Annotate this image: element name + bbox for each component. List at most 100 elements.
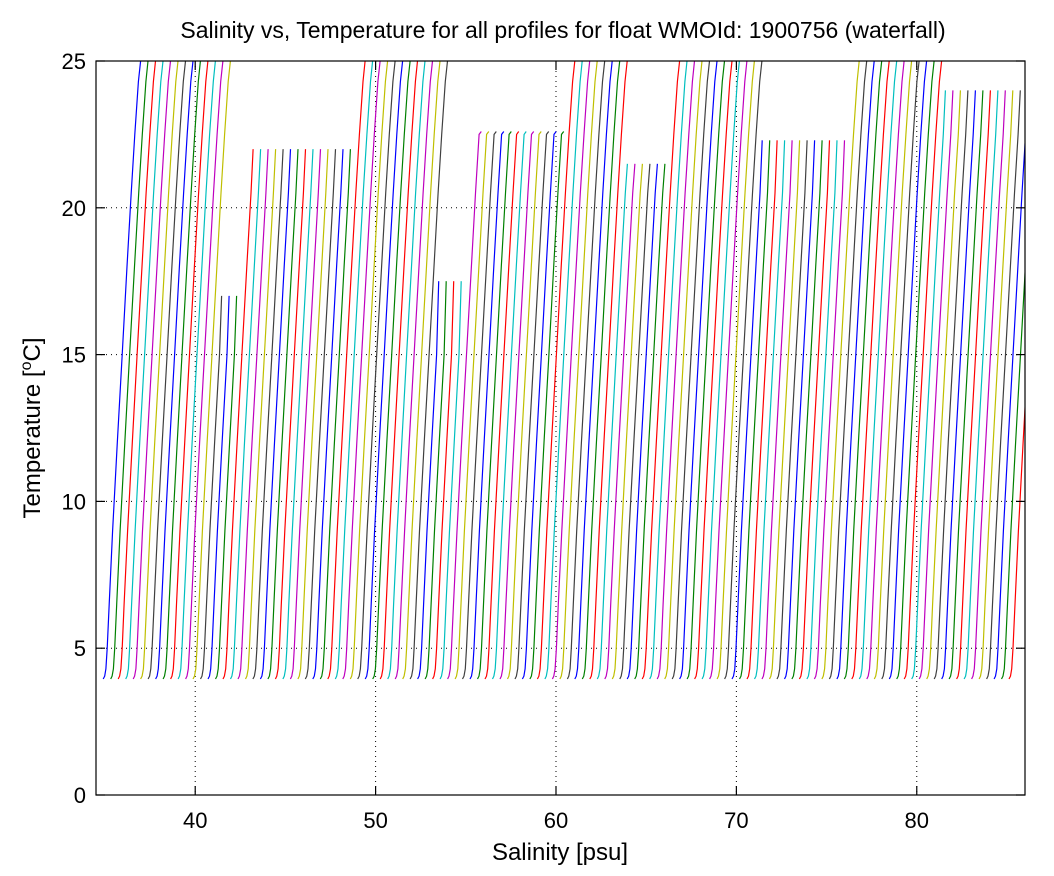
profile-line-20 — [244, 149, 277, 680]
profile-line-85 — [731, 140, 763, 680]
y-tick-label-15: 15 — [62, 343, 86, 368]
profile-line-4 — [125, 61, 164, 680]
y-tick-label-10: 10 — [62, 489, 86, 514]
profile-line-16 — [214, 295, 238, 680]
profile-line-75 — [656, 61, 696, 680]
profile-line-86 — [738, 140, 771, 680]
profile-line-90 — [768, 140, 801, 680]
profile-line-3 — [117, 61, 157, 680]
profile-line-36 — [364, 61, 404, 680]
profile-line-114 — [948, 90, 984, 680]
profile-line-97 — [821, 61, 860, 680]
profile-line-80 — [694, 61, 733, 680]
profile-line-89 — [761, 140, 793, 680]
profile-line-65 — [581, 61, 621, 680]
profile-line-111 — [926, 90, 961, 680]
profile-line-118 — [978, 90, 1014, 680]
x-tick-label-70: 70 — [724, 808, 748, 833]
profile-line-70 — [619, 163, 651, 680]
profile-line-101 — [851, 61, 890, 680]
profile-line-116 — [963, 90, 999, 680]
y-axis-label-unit: C] — [19, 338, 46, 362]
profile-line-45 — [432, 281, 455, 680]
profile-line-69 — [611, 163, 643, 680]
profile-line-60 — [544, 61, 583, 680]
profile-line-92 — [783, 140, 816, 680]
x-axis-label: Salinity [psu] — [492, 839, 628, 866]
profile-line-15 — [207, 295, 230, 680]
profile-line-28 — [304, 149, 337, 680]
profile-line-49 — [461, 131, 497, 680]
profile-line-87 — [746, 140, 778, 680]
profile-line-93 — [791, 140, 823, 680]
profile-line-5 — [132, 61, 172, 680]
y-tick-label-0: 0 — [74, 783, 86, 808]
y-tick-label-20: 20 — [62, 196, 86, 221]
profile-line-54 — [499, 131, 535, 680]
profile-line-59 — [536, 61, 576, 680]
profile-line-50 — [469, 131, 505, 680]
profile-line-82 — [709, 61, 748, 680]
profile-line-33 — [342, 61, 381, 680]
profile-line-1 — [102, 61, 142, 680]
profile-line-71 — [626, 163, 658, 680]
profile-line-99 — [836, 61, 875, 680]
profile-line-10 — [170, 61, 209, 680]
profile-line-96 — [813, 140, 846, 680]
profile-line-57 — [521, 131, 557, 680]
profile-line-32 — [334, 61, 374, 680]
profile-line-26 — [289, 149, 322, 680]
profile-line-91 — [776, 140, 808, 680]
profile-line-108 — [903, 61, 943, 680]
profile-line-53 — [491, 131, 527, 680]
profile-line-63 — [566, 61, 606, 680]
profile-line-56 — [514, 131, 550, 680]
profile-line-41 — [402, 61, 441, 680]
profile-line-103 — [866, 61, 905, 680]
profile-line-67 — [596, 163, 628, 680]
profile-line-109 — [911, 90, 946, 680]
profile-line-30 — [319, 149, 351, 680]
profile-line-88 — [753, 140, 786, 680]
profile-line-38 — [379, 61, 419, 680]
profile-line-11 — [177, 61, 216, 680]
profile-line-17 — [222, 149, 254, 680]
grid-lines — [96, 61, 1025, 795]
profile-line-121 — [1000, 262, 1025, 680]
profile-line-66 — [589, 61, 628, 680]
profile-line-35 — [357, 61, 396, 680]
axis-ticks: 40 50 60 70 80 0 5 10 15 20 25 — [62, 49, 1025, 833]
profile-line-110 — [918, 90, 954, 680]
profile-line-18 — [229, 149, 262, 680]
profile-line-12 — [185, 61, 224, 680]
profile-line-46 — [439, 281, 462, 680]
profile-line-107 — [896, 61, 935, 680]
profile-line-25 — [282, 149, 314, 680]
profile-line-94 — [798, 140, 831, 680]
profile-line-113 — [941, 90, 976, 680]
profile-line-100 — [843, 61, 883, 680]
profile-line-120 — [993, 134, 1025, 680]
profile-line-98 — [828, 61, 868, 680]
profile-line-117 — [971, 90, 1006, 680]
profile-line-52 — [484, 131, 520, 680]
profile-line-13 — [192, 61, 231, 680]
profile-line-42 — [409, 61, 449, 680]
plot-frame — [95, 60, 1026, 796]
profile-line-6 — [140, 61, 179, 680]
profile-line-74 — [649, 61, 688, 680]
profile-line-48 — [454, 131, 490, 680]
profile-line-27 — [297, 149, 329, 680]
profile-line-119 — [986, 90, 1021, 680]
profile-lines — [102, 61, 1025, 680]
profile-line-76 — [664, 61, 703, 680]
profile-line-21 — [252, 149, 284, 680]
profile-line-31 — [327, 61, 366, 680]
profile-line-61 — [551, 61, 591, 680]
chart-title: Salinity vs, Temperature for all profile… — [180, 17, 945, 43]
profile-line-105 — [881, 61, 920, 680]
profile-line-29 — [312, 149, 344, 680]
profile-line-122 — [1008, 397, 1025, 680]
profile-line-39 — [387, 61, 426, 680]
